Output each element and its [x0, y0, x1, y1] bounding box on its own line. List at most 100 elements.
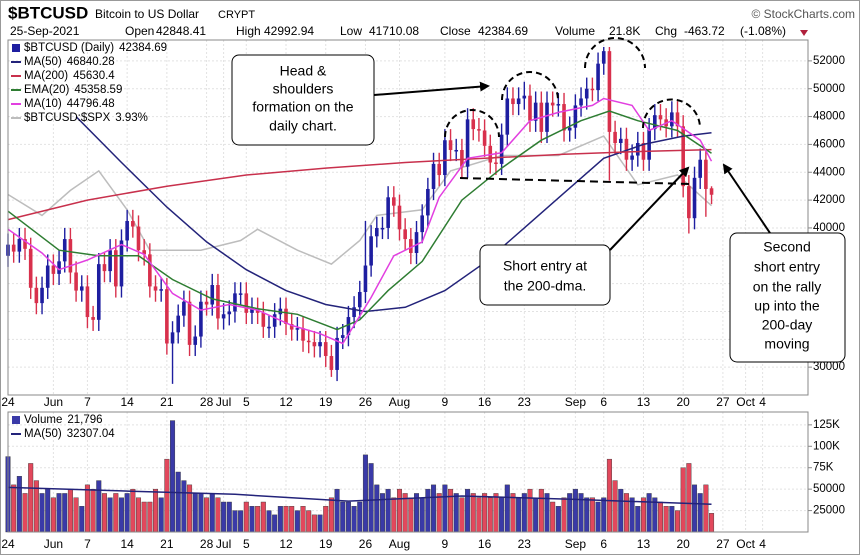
volume-bar — [436, 493, 442, 533]
volume-bar — [589, 497, 595, 533]
volume-bar — [362, 454, 368, 533]
x-tick-label: Jun — [44, 395, 63, 409]
down-triangle — [800, 30, 808, 36]
candle-body — [17, 239, 22, 252]
volume-bar — [255, 506, 261, 533]
candle-body — [34, 287, 39, 304]
volume-bar — [385, 488, 391, 533]
x-tick-label: 4 — [759, 395, 766, 409]
volume-bar — [470, 493, 476, 533]
callout-box — [479, 244, 611, 306]
candle-body — [289, 324, 294, 330]
callout-text: the 200-dma. — [504, 278, 587, 294]
volume-bar — [50, 497, 56, 533]
chg-label: Chg — [655, 24, 677, 38]
callout-text: on the rally — [753, 279, 821, 295]
candle-body — [306, 340, 311, 343]
candle-body — [221, 314, 226, 319]
volume-bar — [141, 501, 147, 533]
head-arc — [584, 37, 646, 69]
volume-bar — [73, 497, 79, 533]
volume-bar — [187, 484, 193, 533]
x-tick-label: 14 — [120, 395, 134, 409]
volume-bar — [686, 463, 692, 533]
volume-bar — [62, 493, 68, 533]
x-tick-label: 20 — [676, 537, 690, 551]
overlay-line — [7, 486, 712, 506]
overlay-line — [75, 116, 712, 313]
x-tick-label: 7 — [84, 395, 91, 409]
candle-body — [227, 311, 232, 315]
candle-body — [397, 205, 402, 230]
chg-percent: (-1.08%) — [740, 24, 786, 38]
candle-body — [357, 291, 362, 308]
y-tick-label: 40000 — [813, 222, 845, 234]
volume-bar — [147, 501, 153, 533]
x-tick-label: 24 — [1, 537, 15, 551]
legend-name: EMA(20) — [24, 84, 70, 96]
x-tick-label: Jul — [216, 395, 231, 409]
candle-body — [45, 265, 50, 288]
callout-text: Second — [763, 239, 810, 255]
volume-bar — [555, 506, 561, 533]
candle-body — [284, 308, 288, 324]
candle-body — [176, 315, 181, 333]
symbol-name: Bitcoin to US Dollar — [95, 7, 199, 21]
candle-body — [318, 342, 322, 347]
candle-body — [340, 335, 345, 338]
candle-body — [477, 129, 481, 131]
symbol: $BTCUSD — [8, 3, 88, 22]
candle-body — [187, 301, 192, 345]
candle-body — [670, 112, 674, 127]
x-tick-label: 19 — [319, 537, 333, 551]
volume-bar — [408, 497, 414, 533]
overlay-line — [7, 135, 713, 265]
volume-bar — [414, 493, 420, 533]
close-value: 42384.69 — [478, 24, 528, 38]
legend-name: MA(50) — [24, 428, 62, 440]
volume-bar — [499, 497, 505, 533]
candle-body — [329, 356, 334, 370]
x-tick-label: 5 — [243, 537, 250, 551]
candle-body — [369, 236, 373, 266]
candle-body — [460, 149, 464, 167]
legend-name: MA(200) — [24, 70, 68, 82]
candle-body — [596, 63, 600, 91]
candle-body — [182, 301, 186, 316]
legend-value: 45630.4 — [73, 70, 115, 82]
callout-text: Head & — [280, 63, 327, 79]
candle-body — [448, 140, 453, 150]
candle-body — [374, 227, 379, 237]
callout-text: formation on the — [252, 99, 353, 115]
candle-body — [681, 126, 685, 187]
candle-body — [494, 162, 498, 165]
candle-body — [119, 240, 124, 287]
legend-entry: MA(50) 46840.28 — [24, 56, 115, 68]
legend-entry: $BTCUSD (Daily) 42384.69 — [24, 42, 167, 54]
open-label: Open — [125, 24, 154, 38]
volume-bar — [22, 493, 28, 533]
candle-body — [613, 131, 617, 144]
candle-body — [516, 98, 521, 105]
candle-body — [250, 308, 254, 313]
panel-background — [8, 412, 808, 532]
volume-bar — [640, 497, 646, 533]
candle-body — [550, 102, 555, 106]
candle-body — [624, 138, 629, 160]
volume-bar — [453, 493, 459, 533]
x-tick-label: Oct — [736, 537, 755, 551]
volume-bar — [158, 497, 164, 533]
volume-bar — [482, 493, 488, 533]
candle-body — [545, 102, 549, 132]
open-value: 42848.41 — [156, 24, 206, 38]
candle-body — [692, 177, 697, 219]
volume-bar — [669, 506, 675, 533]
x-tick-label: Oct — [736, 395, 755, 409]
candle-body — [658, 115, 663, 120]
x-tick-label: 4 — [759, 537, 766, 551]
x-tick-label: 6 — [600, 395, 607, 409]
volume-bar — [606, 458, 612, 533]
x-tick-label: 9 — [442, 395, 449, 409]
volume-bar — [709, 513, 715, 533]
x-tick-label: 12 — [279, 395, 293, 409]
